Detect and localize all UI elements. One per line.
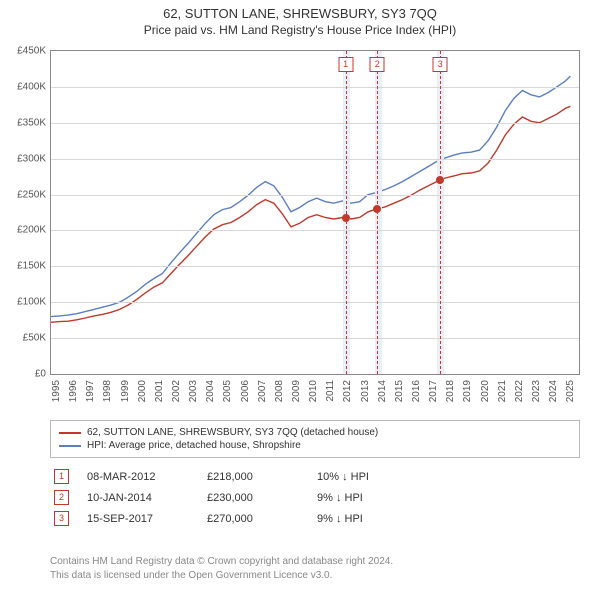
y-axis-label: £0 (6, 369, 46, 380)
plot-area: £0£50K£100K£150K£200K£250K£300K£350K£400… (50, 50, 580, 375)
y-gridline (51, 338, 579, 339)
x-axis-label: 2001 (154, 380, 156, 402)
x-axis-label: 2009 (291, 380, 293, 402)
transaction-row: 2 10-JAN-2014£230,0009% ↓ HPI (50, 487, 580, 508)
tx-date: 10-JAN-2014 (87, 492, 207, 504)
x-axis-label: 2010 (308, 380, 310, 402)
tx-number: 3 (54, 511, 69, 526)
x-axis-label: 2011 (325, 380, 327, 402)
y-axis-label: £300K (6, 153, 46, 164)
x-axis-label: 1999 (120, 380, 122, 402)
transaction-point (342, 214, 350, 222)
x-axis-label: 2018 (445, 380, 447, 402)
x-axis-label: 2024 (548, 380, 550, 402)
y-gridline (51, 159, 579, 160)
footer-line: This data is licensed under the Open Gov… (50, 569, 580, 583)
y-gridline (51, 123, 579, 124)
x-axis-label: 1997 (85, 380, 87, 402)
y-gridline (51, 87, 579, 88)
legend-item: HPI: Average price, detached house, Shro… (59, 439, 571, 452)
tx-diff: 9% ↓ HPI (317, 492, 417, 504)
x-axis-label: 2007 (257, 380, 259, 402)
x-axis-label: 2021 (497, 380, 499, 402)
event-marker: 2 (370, 57, 385, 72)
x-axis-label: 2004 (205, 380, 207, 402)
tx-price: £270,000 (207, 513, 317, 525)
x-axis-label: 2013 (360, 380, 362, 402)
x-axis-label: 2016 (411, 380, 413, 402)
x-axis-label: 2020 (480, 380, 482, 402)
y-axis-label: £450K (6, 46, 46, 57)
y-axis-label: £350K (6, 117, 46, 128)
y-gridline (51, 230, 579, 231)
y-axis-label: £200K (6, 225, 46, 236)
y-axis-label: £250K (6, 189, 46, 200)
x-axis-label: 2015 (394, 380, 396, 402)
legend-swatch (59, 432, 81, 434)
x-axis-label: 2019 (462, 380, 464, 402)
x-axis-label: 2023 (531, 380, 533, 402)
legend-label: 62, SUTTON LANE, SHREWSBURY, SY3 7QQ (de… (87, 427, 378, 438)
x-axis-label: 2002 (171, 380, 173, 402)
y-axis-label: £50K (6, 333, 46, 344)
chart-subtitle: Price paid vs. HM Land Registry's House … (0, 21, 600, 43)
y-axis-label: £400K (6, 81, 46, 92)
chart-container: 62, SUTTON LANE, SHREWSBURY, SY3 7QQ Pri… (0, 0, 600, 590)
footer-text: Contains HM Land Registry data © Crown c… (50, 555, 580, 582)
legend-swatch (59, 445, 81, 447)
series-property (51, 106, 570, 322)
tx-number: 1 (54, 469, 69, 484)
legend-item: 62, SUTTON LANE, SHREWSBURY, SY3 7QQ (de… (59, 426, 571, 439)
x-axis-label: 2008 (274, 380, 276, 402)
line-layer (51, 51, 579, 374)
x-axis-label: 2012 (342, 380, 344, 402)
y-axis-label: £100K (6, 297, 46, 308)
tx-price: £230,000 (207, 492, 317, 504)
y-axis-label: £150K (6, 261, 46, 272)
transaction-point (436, 176, 444, 184)
tx-price: £218,000 (207, 471, 317, 483)
footer-line: Contains HM Land Registry data © Crown c… (50, 555, 580, 569)
x-axis-label: 2017 (428, 380, 430, 402)
x-axis-label: 1995 (51, 380, 53, 402)
y-gridline (51, 266, 579, 267)
transaction-row: 1 08-MAR-2012£218,00010% ↓ HPI (50, 466, 580, 487)
tx-diff: 10% ↓ HPI (317, 471, 417, 483)
event-marker: 1 (338, 57, 353, 72)
legend-box: 62, SUTTON LANE, SHREWSBURY, SY3 7QQ (de… (50, 420, 580, 458)
chart-title: 62, SUTTON LANE, SHREWSBURY, SY3 7QQ (0, 0, 600, 21)
series-hpi (51, 76, 570, 317)
transaction-row: 3 15-SEP-2017£270,0009% ↓ HPI (50, 508, 580, 529)
x-axis-label: 2005 (222, 380, 224, 402)
x-axis-label: 2006 (240, 380, 242, 402)
tx-date: 08-MAR-2012 (87, 471, 207, 483)
x-axis-label: 2022 (514, 380, 516, 402)
x-axis-label: 1998 (102, 380, 104, 402)
legend-label: HPI: Average price, detached house, Shro… (87, 440, 301, 451)
x-axis-label: 2003 (188, 380, 190, 402)
x-axis-label: 2025 (565, 380, 567, 402)
event-line (440, 51, 441, 374)
event-line (346, 51, 347, 374)
x-axis-label: 1996 (68, 380, 70, 402)
transactions-block: 1 08-MAR-2012£218,00010% ↓ HPI 2 10-JAN-201… (50, 466, 580, 529)
event-marker: 3 (433, 57, 448, 72)
tx-number: 2 (54, 490, 69, 505)
shaded-band (343, 51, 350, 374)
tx-diff: 9% ↓ HPI (317, 513, 417, 525)
y-gridline (51, 195, 579, 196)
transaction-point (373, 205, 381, 213)
tx-date: 15-SEP-2017 (87, 513, 207, 525)
x-axis-label: 2000 (137, 380, 139, 402)
x-axis-label: 2014 (377, 380, 379, 402)
y-gridline (51, 302, 579, 303)
